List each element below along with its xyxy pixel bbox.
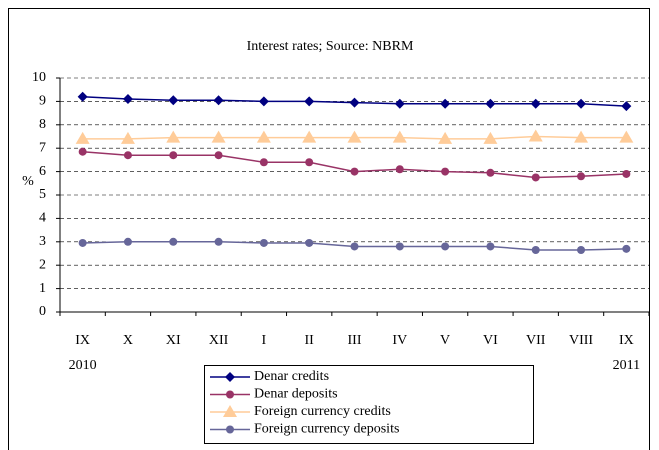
x-tick-label: III xyxy=(348,333,362,348)
y-tick-label: 1 xyxy=(39,281,46,296)
legend-label: Foreign currency credits xyxy=(254,404,391,419)
marker xyxy=(78,147,87,156)
marker xyxy=(259,158,268,167)
x-tick-label: IX xyxy=(619,333,634,348)
year-label: 2011 xyxy=(613,358,640,373)
x-tick-label: I xyxy=(262,333,267,348)
marker xyxy=(528,129,543,142)
marker xyxy=(574,130,589,143)
marker xyxy=(226,425,234,434)
x-tick-label: V xyxy=(440,333,450,348)
marker xyxy=(305,238,314,247)
marker xyxy=(622,244,631,253)
x-tick-label: II xyxy=(305,333,315,348)
marker xyxy=(350,242,359,251)
marker xyxy=(395,165,404,174)
marker xyxy=(486,242,495,251)
marker xyxy=(621,101,632,112)
marker xyxy=(438,131,453,144)
y-tick-label: 5 xyxy=(39,187,46,202)
marker xyxy=(441,242,450,251)
y-tick-label: 2 xyxy=(39,257,46,272)
marker xyxy=(214,151,223,160)
y-tick-label: 4 xyxy=(39,211,46,226)
marker xyxy=(485,98,496,109)
marker xyxy=(258,96,269,107)
marker xyxy=(302,130,317,143)
y-tick-label: 3 xyxy=(39,234,46,249)
marker xyxy=(486,168,495,177)
y-axis-label: % xyxy=(22,174,34,189)
y-tick-label: 7 xyxy=(39,140,46,155)
marker xyxy=(622,169,631,178)
marker xyxy=(211,130,226,143)
marker xyxy=(120,131,135,144)
marker xyxy=(619,130,634,143)
marker xyxy=(169,151,178,160)
legend-box xyxy=(204,365,534,444)
marker xyxy=(394,98,405,109)
year-label: 2010 xyxy=(69,358,97,373)
marker xyxy=(259,238,268,247)
marker xyxy=(531,173,540,182)
legend-label: Denar credits xyxy=(254,369,329,384)
marker xyxy=(350,167,359,176)
marker xyxy=(304,96,315,107)
marker xyxy=(577,172,586,181)
marker xyxy=(395,242,404,251)
marker xyxy=(392,130,407,143)
y-tick-label: 10 xyxy=(32,70,46,85)
marker xyxy=(77,91,88,102)
x-tick-label: XI xyxy=(166,333,181,348)
x-tick-label: X xyxy=(123,333,133,348)
marker xyxy=(347,130,362,143)
marker xyxy=(256,130,271,143)
marker xyxy=(483,131,498,144)
x-tick-label: IX xyxy=(75,333,90,348)
y-tick-label: 8 xyxy=(39,117,46,132)
marker xyxy=(168,95,179,106)
marker xyxy=(122,94,133,105)
marker xyxy=(530,98,541,109)
marker xyxy=(225,372,235,382)
marker xyxy=(577,245,586,254)
y-tick-label: 6 xyxy=(39,164,46,179)
x-tick-label: VI xyxy=(483,333,498,348)
legend-label: Denar deposits xyxy=(254,387,338,402)
x-tick-label: VIII xyxy=(569,333,593,348)
x-tick-label: IV xyxy=(392,333,407,348)
marker xyxy=(123,237,132,246)
y-tick-label: 9 xyxy=(39,94,46,109)
marker xyxy=(226,390,234,399)
marker xyxy=(123,151,132,160)
marker xyxy=(214,237,223,246)
marker xyxy=(223,405,237,417)
marker xyxy=(78,238,87,247)
x-tick-label: VII xyxy=(526,333,546,348)
marker xyxy=(576,98,587,109)
marker xyxy=(75,131,90,144)
y-tick-label: 0 xyxy=(39,304,46,319)
marker xyxy=(305,158,314,167)
marker xyxy=(440,98,451,109)
chart-title: Interest rates; Source: NBRM xyxy=(247,39,414,54)
marker xyxy=(213,95,224,106)
marker xyxy=(169,237,178,246)
marker xyxy=(349,97,360,108)
marker xyxy=(531,245,540,254)
legend-label: Foreign currency deposits xyxy=(254,422,399,437)
x-tick-label: XII xyxy=(209,333,229,348)
marker xyxy=(441,167,450,176)
marker xyxy=(166,130,181,143)
